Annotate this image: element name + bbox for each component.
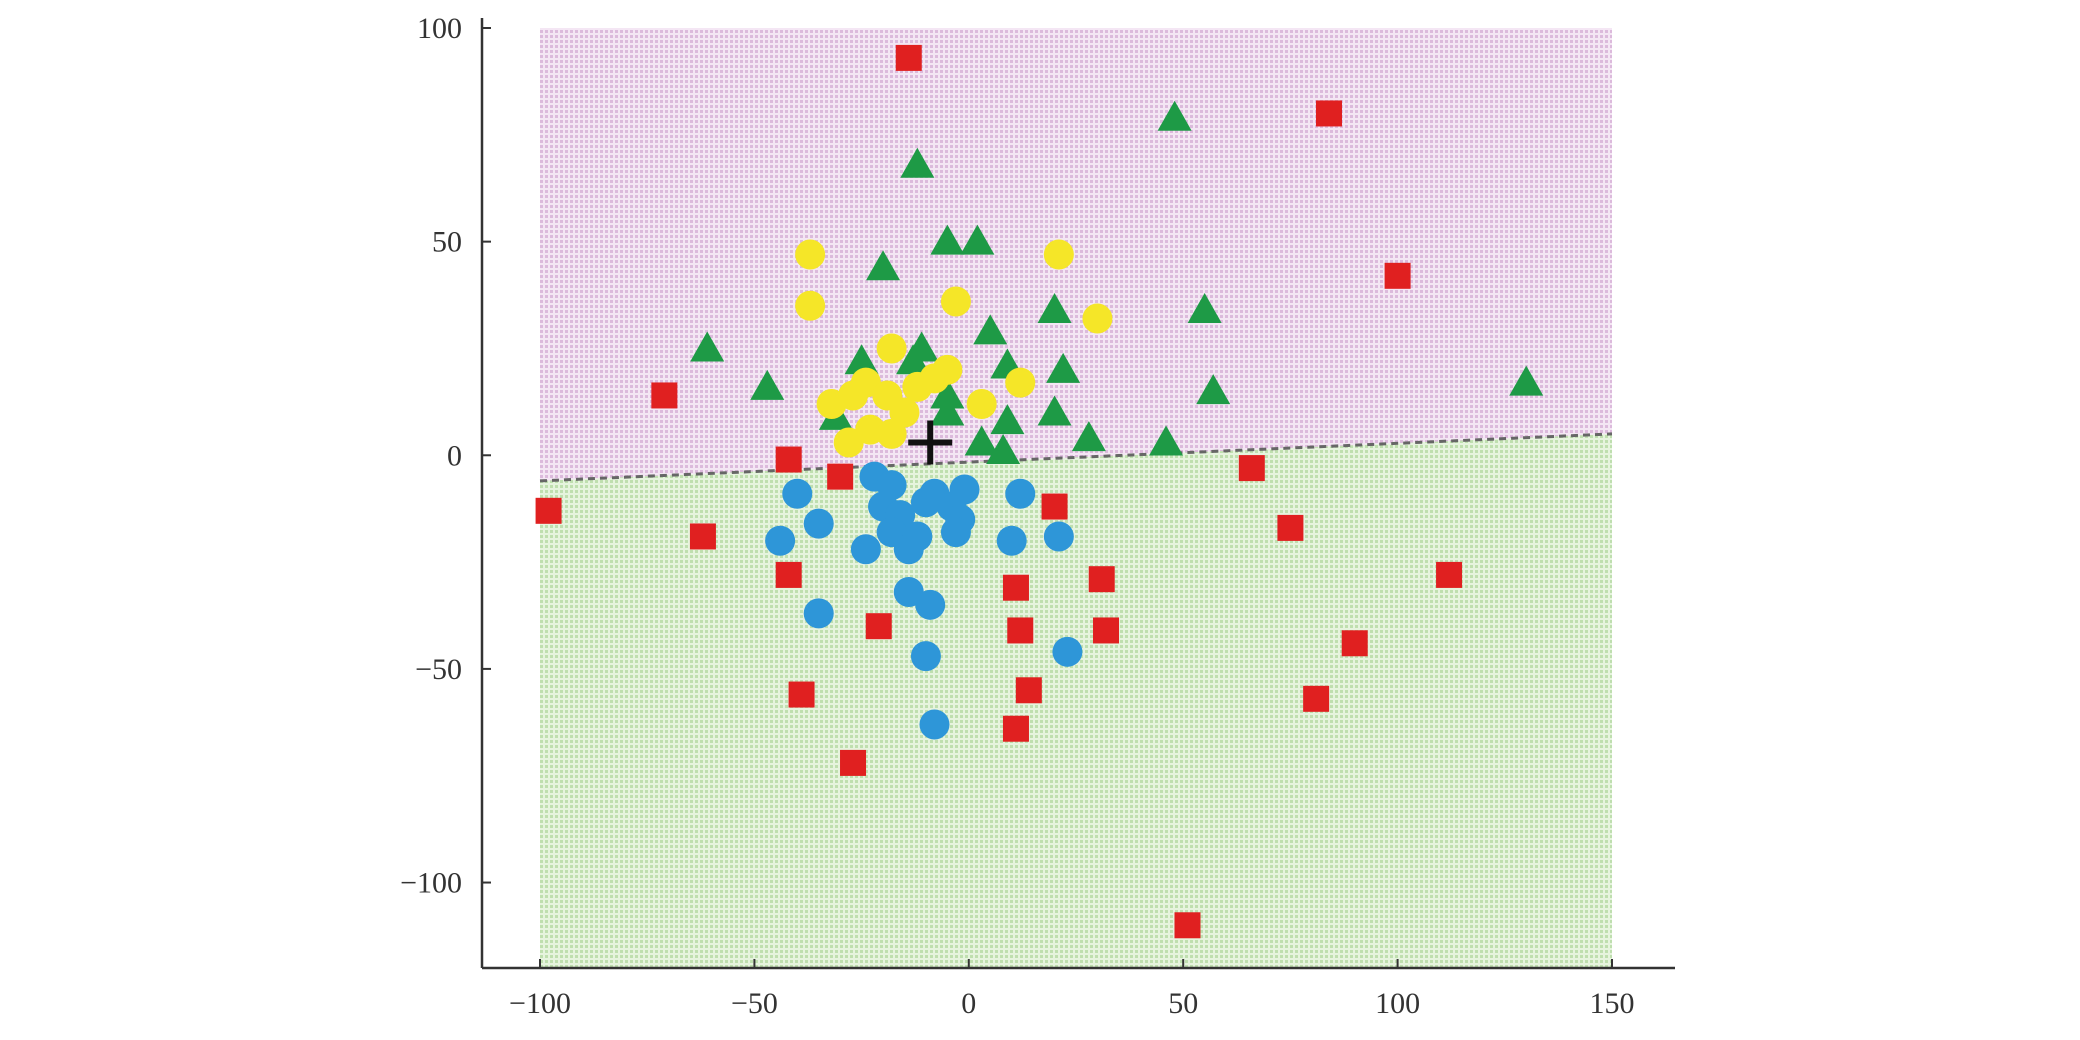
triangle-point [690,331,725,362]
x-tick-label: −50 [731,987,778,1020]
square-point [1093,617,1120,644]
triangle-point [904,331,939,362]
circle-point [919,709,950,740]
data-points [535,44,1544,939]
circle-point [940,517,971,548]
y-tick-label: −100 [400,867,462,900]
circle-point [795,290,826,321]
circle-point [1005,367,1036,398]
circle-point [1043,239,1074,270]
square-point [1315,100,1342,127]
square-point [651,382,678,409]
circle-point [966,389,997,419]
triangle-point [1187,293,1222,323]
square-point [689,523,716,550]
square-point [1041,493,1068,520]
triangle-point [1157,100,1192,131]
y-tick-label: −50 [415,653,462,686]
circle-point [940,286,971,317]
center-marker-group [908,420,953,465]
circle-point [795,239,826,270]
x-tick-label: 0 [961,987,976,1020]
square-point [1303,685,1330,712]
circle-point [893,534,924,565]
triangle-point [1037,293,1072,323]
triangle-point [750,369,785,400]
circle-point [1052,636,1083,667]
x-tick-label: 100 [1375,987,1420,1020]
region-upper [540,28,1612,481]
square-point [788,681,815,708]
square-point [1002,574,1029,601]
square-point [840,749,867,776]
triangle-point [1196,374,1231,405]
square-point [1277,514,1304,541]
triangle-point [1509,365,1544,396]
circle-point [910,487,941,518]
decision-boundary-group [539,432,1613,483]
x-tick-label: −100 [509,987,571,1020]
square-point [895,44,922,71]
square-point [1007,617,1034,644]
region-lower [540,433,1612,969]
circle-point [1043,521,1074,552]
circle-point [1082,303,1113,334]
circle-point [910,641,941,672]
triangle-point [1046,352,1081,383]
square-point [1002,715,1029,742]
y-tick-label: 0 [447,439,462,472]
triangle-point [866,250,901,281]
circle-point [833,427,864,458]
triangle-point [986,434,1021,464]
square-point [1088,566,1115,593]
square-point [827,463,854,490]
circle-point [876,333,907,364]
triangle-point [1071,421,1106,452]
circle-point [765,525,796,556]
x-tick-label: 50 [1168,987,1198,1020]
circle-point [876,418,907,449]
square-point [1436,561,1463,588]
triangle-point [1037,395,1072,426]
circle-point [803,598,834,629]
triangle-point [960,224,995,255]
decision-boundary-line [539,432,1613,483]
triangle-point [964,425,999,456]
axes [480,18,1675,970]
circle-point [996,525,1027,556]
square-point [1238,455,1265,482]
circle-point [850,534,881,565]
triangle-point [930,224,965,255]
circle-point [782,478,813,509]
square-point [775,446,802,473]
y-tick-label: 100 [417,12,462,45]
triangle-point [973,314,1008,345]
tick-marks: −100 −50 0 50 100 150 100 50 0 −50 −100 [400,12,1634,1020]
square-point [775,561,802,588]
triangle-point [1149,425,1184,456]
square-point [535,497,562,524]
square-point [1015,677,1042,704]
triangle-point [900,147,935,178]
square-point [865,613,892,640]
square-point [1341,630,1368,657]
square-point [1384,262,1411,289]
circle-point [1005,478,1036,509]
triangle-point [930,395,965,426]
decision-regions [540,28,1612,969]
triangle-point [930,378,965,409]
circle-point [915,589,946,620]
triangle-point [844,344,879,375]
x-tick-label: 150 [1590,987,1635,1020]
circle-point [932,354,963,385]
circle-point [803,508,834,539]
square-point [1174,912,1201,939]
y-tick-label: 50 [432,226,462,259]
triangle-point [990,404,1025,435]
